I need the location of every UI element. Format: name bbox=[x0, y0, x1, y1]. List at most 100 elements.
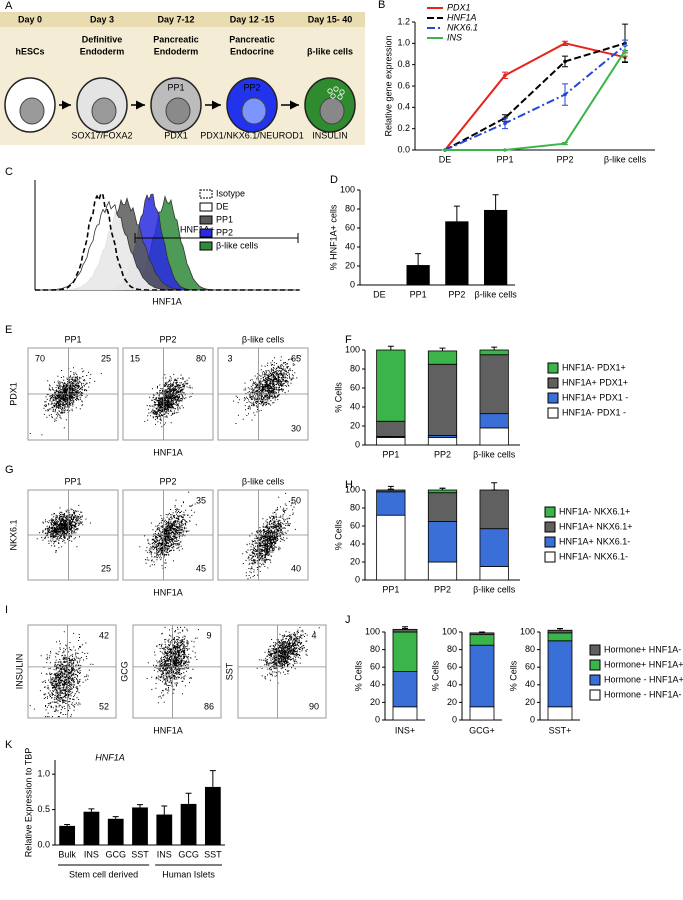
cell-label: PP2 bbox=[243, 82, 260, 92]
y-tick-label: 40 bbox=[525, 679, 535, 689]
bar bbox=[132, 807, 148, 845]
legend-swatch bbox=[547, 392, 559, 404]
error-bar bbox=[453, 205, 460, 222]
legend-label: HNF1A- NKX6.1- bbox=[559, 551, 628, 561]
stage-name: Endoderm bbox=[80, 46, 125, 56]
bar bbox=[180, 803, 197, 845]
plot-title: PP1 bbox=[64, 334, 81, 344]
y-tick-label: 20 bbox=[350, 556, 360, 566]
quadrant-value: 4 bbox=[311, 630, 316, 640]
panel-label: A bbox=[5, 0, 13, 12]
bar-segment bbox=[376, 349, 406, 422]
quadrant-value: 86 bbox=[204, 701, 214, 711]
panel-label: J bbox=[345, 614, 351, 626]
cell-dots bbox=[233, 355, 302, 424]
y-tick-label: 40 bbox=[345, 241, 355, 251]
plot-title: PP2 bbox=[159, 334, 176, 344]
y-tick-label: 80 bbox=[345, 203, 355, 213]
bar-segment bbox=[427, 521, 458, 563]
stage-name: Pancreatic bbox=[153, 34, 199, 44]
quadrant-value: 45 bbox=[196, 563, 206, 573]
marker-label: INSULIN bbox=[312, 130, 348, 140]
y-tick-label: 100 bbox=[520, 626, 535, 636]
marker-label: PDX1/NKX6.1/NEUROD1 bbox=[200, 130, 304, 140]
point bbox=[623, 49, 627, 53]
x-tick-label: β-like cells bbox=[473, 449, 516, 459]
bar bbox=[445, 221, 469, 285]
y-tick-label: 80 bbox=[525, 644, 535, 654]
bar-segment bbox=[427, 350, 458, 365]
point bbox=[563, 92, 567, 97]
y-tick-label: 0.2 bbox=[397, 123, 410, 133]
granule bbox=[339, 89, 345, 95]
bar-segment bbox=[392, 706, 418, 721]
y-tick-label: 20 bbox=[447, 697, 457, 707]
y-axis-label: % Cells bbox=[333, 382, 343, 413]
bar-segment bbox=[392, 631, 418, 672]
x-tick-label: Bulk bbox=[58, 849, 76, 859]
stage-name: hESCs bbox=[15, 46, 44, 56]
bar-segment bbox=[479, 427, 509, 446]
line bbox=[444, 42, 626, 151]
legend-label: PDX1 bbox=[447, 2, 471, 12]
bar bbox=[484, 209, 508, 285]
y-axis-label: % Cells bbox=[353, 660, 363, 691]
error-bar bbox=[387, 345, 394, 350]
y-tick-label: 100 bbox=[365, 626, 380, 636]
error-bar bbox=[209, 770, 216, 787]
quadrant-value: 90 bbox=[309, 701, 319, 711]
nucleus bbox=[319, 97, 345, 125]
day-label: Day 12 -15 bbox=[230, 14, 275, 24]
x-tick-label: INS bbox=[157, 849, 172, 859]
error-bar bbox=[439, 347, 446, 351]
cell-dots bbox=[144, 373, 193, 428]
y-tick-label: 60 bbox=[525, 662, 535, 672]
bar-segment bbox=[547, 706, 573, 721]
plot-title: PP2 bbox=[159, 476, 176, 486]
x-tick-label: β-like cells bbox=[475, 289, 518, 299]
y-tick-label: 80 bbox=[350, 363, 360, 373]
bar-segment bbox=[427, 492, 458, 522]
error-bar bbox=[439, 487, 446, 490]
stage-name: Endoderm bbox=[154, 46, 199, 56]
error-bar bbox=[402, 626, 408, 630]
y-tick-label: 0 bbox=[355, 439, 360, 449]
error-bar bbox=[557, 627, 563, 631]
bar-segment bbox=[469, 632, 495, 636]
group-label: Human Islets bbox=[162, 869, 215, 879]
x-tick-label: PP1 bbox=[382, 449, 399, 459]
cell-label: PP1 bbox=[167, 82, 184, 92]
quadrant-value: 70 bbox=[35, 353, 45, 363]
bar-segment bbox=[469, 634, 495, 646]
y-tick-label: 0 bbox=[375, 714, 380, 724]
x-axis-label: HNF1A bbox=[152, 296, 182, 306]
cell-dots bbox=[256, 626, 320, 684]
y-tick-label: 0.4 bbox=[397, 102, 410, 112]
marker-label: SOX17/FOXA2 bbox=[71, 130, 132, 140]
histogram bbox=[35, 200, 299, 291]
quadrant-value: 42 bbox=[99, 630, 109, 640]
x-tick-label: SST bbox=[204, 849, 222, 859]
panel-label: G bbox=[5, 464, 14, 476]
legend-swatch bbox=[589, 689, 601, 701]
error-bar bbox=[64, 823, 71, 826]
y-tick-label: 20 bbox=[525, 697, 535, 707]
legend-label: HNF1A- PDX1 - bbox=[562, 407, 626, 417]
legend-swatch bbox=[547, 377, 559, 389]
y-tick-label: 0 bbox=[355, 574, 360, 584]
quadrant-value: 25 bbox=[101, 563, 111, 573]
bar-segment bbox=[376, 436, 406, 446]
error-bar bbox=[479, 631, 485, 633]
y-axis-label: GCG bbox=[119, 661, 129, 682]
legend-label: HNF1A+ NKX6.1+ bbox=[559, 521, 633, 531]
day-label: Day 15- 40 bbox=[308, 14, 353, 24]
legend-label: Isotype bbox=[216, 188, 245, 198]
y-tick-label: 100 bbox=[340, 184, 355, 194]
x-tick-label: DE bbox=[373, 289, 386, 299]
panel-label: K bbox=[5, 739, 13, 751]
x-tick-label: SST+ bbox=[549, 725, 572, 735]
point bbox=[443, 148, 447, 152]
y-tick-label: 100 bbox=[345, 484, 360, 494]
gate bbox=[134, 233, 299, 243]
y-tick-label: 40 bbox=[447, 679, 457, 689]
